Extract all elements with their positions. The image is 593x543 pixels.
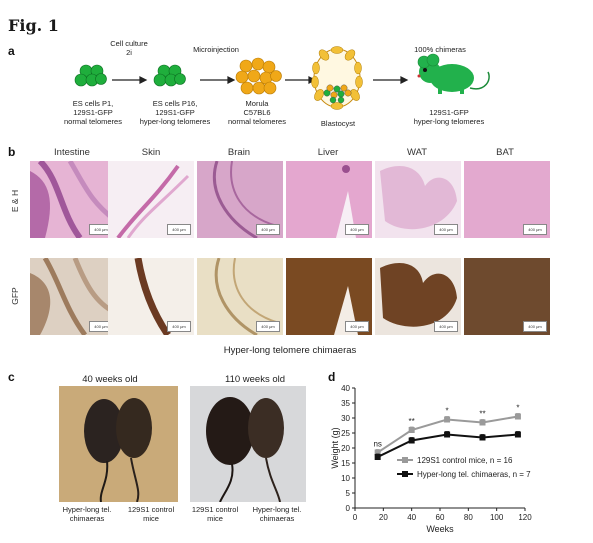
x-tick-label: 120 bbox=[518, 513, 532, 522]
data-point bbox=[408, 437, 415, 444]
y-tick-label: 10 bbox=[341, 474, 350, 483]
step-microinjection-caption: Microinjection bbox=[193, 45, 239, 54]
scale-bar: 400 μm bbox=[256, 321, 280, 332]
micrograph-gfp-brain: 400 μm bbox=[197, 258, 283, 335]
legend-label: 129S1 control mice, n = 16 bbox=[417, 456, 513, 465]
y-tick-label: 0 bbox=[346, 504, 351, 513]
photo2-right-label: Hyper-long tel. chimaeras bbox=[252, 505, 302, 523]
chimera-mouse-icon bbox=[417, 53, 490, 94]
legend-marker bbox=[402, 457, 408, 463]
y-tick-label: 25 bbox=[341, 429, 350, 438]
micrograph-he-wat: 400 μm bbox=[375, 161, 461, 238]
scale-bar: 400 μm bbox=[167, 224, 191, 235]
y-tick-label: 40 bbox=[341, 384, 350, 393]
scale-bar: 400 μm bbox=[256, 224, 280, 235]
x-tick-label: 0 bbox=[353, 513, 358, 522]
photo-110wk-title: 110 weeks old bbox=[224, 374, 286, 385]
panel-a-letter: a bbox=[8, 44, 15, 58]
significance-marker: ** bbox=[479, 410, 485, 419]
data-point bbox=[374, 449, 381, 456]
x-axis-label: Weeks bbox=[426, 524, 454, 534]
stage-blastocyst-label: Blastocyst bbox=[320, 119, 356, 128]
significance-marker: * bbox=[446, 407, 449, 416]
panel-c-letter: c bbox=[8, 370, 15, 384]
micrograph-he-brain: 400 μm bbox=[197, 161, 283, 238]
es-cells-p1-icon bbox=[74, 64, 107, 87]
data-point bbox=[408, 427, 415, 433]
micrograph-gfp-liver: 400 μm bbox=[286, 258, 372, 335]
data-point bbox=[444, 416, 451, 423]
micrograph-he-intestine: 400 μm bbox=[30, 161, 116, 238]
step-cell-culture-caption: Cell culture 2i bbox=[110, 39, 148, 57]
micrograph-gfp-wat: 400 μm bbox=[375, 258, 461, 335]
tissue-label-liver: Liver bbox=[317, 147, 339, 158]
y-tick-label: 20 bbox=[341, 444, 350, 453]
stage-morula-label: Morula C57BL6 normal telomeres bbox=[228, 99, 286, 126]
es-cells-p16-icon bbox=[153, 64, 186, 87]
scale-bar: 400 μm bbox=[523, 321, 547, 332]
blastocyst-icon bbox=[311, 46, 363, 110]
micrograph-gfp-skin: 400 μm bbox=[108, 258, 194, 335]
significance-marker: ** bbox=[409, 417, 415, 426]
photo-40-weeks bbox=[59, 386, 178, 503]
panel-d-letter: d bbox=[328, 370, 336, 384]
y-axis-label: Weight (g) bbox=[330, 427, 340, 468]
micrograph-gfp-bat: 400 μm bbox=[464, 258, 550, 335]
panel-a-diagram bbox=[74, 46, 490, 110]
photo2-left-label: 129S1 control mice bbox=[191, 505, 239, 523]
figure-title: Fig. 1 bbox=[8, 16, 59, 35]
weight-chart: 0 5 10 15 20 25 30 35 40 0 20 40 60 80 100 120 Weeks Weig… bbox=[330, 384, 532, 534]
data-point bbox=[514, 431, 521, 438]
data-point bbox=[444, 431, 451, 438]
scale-bar: 400 μm bbox=[345, 321, 369, 332]
micrograph-he-liver: 400 μm bbox=[286, 161, 372, 238]
photo-110-weeks bbox=[190, 386, 306, 503]
micrograph-he-skin: 400 μm bbox=[108, 161, 194, 238]
legend-label: Hyper-long tel. chimaeras, n = 7 bbox=[417, 470, 531, 479]
x-tick-label: 100 bbox=[490, 513, 504, 522]
data-point bbox=[374, 454, 381, 460]
photo-40wk-title: 40 weeks old bbox=[82, 374, 138, 385]
tissue-label-wat: WAT bbox=[406, 147, 428, 158]
scale-bar: 400 μm bbox=[434, 321, 458, 332]
y-tick-label: 30 bbox=[341, 414, 350, 423]
row-label-gfp: GFP bbox=[10, 287, 20, 305]
photo1-left-label: Hyper-long tel. chimaeras bbox=[62, 505, 112, 523]
x-tick-label: 20 bbox=[379, 513, 388, 522]
x-tick-label: 60 bbox=[436, 513, 445, 522]
scale-bar: 400 μm bbox=[345, 224, 369, 235]
significance-marker: * bbox=[516, 404, 519, 413]
x-tick-label: 80 bbox=[464, 513, 473, 522]
data-point bbox=[514, 413, 521, 420]
tissue-label-intestine: Intestine bbox=[54, 147, 90, 158]
y-tick-label: 5 bbox=[346, 489, 351, 498]
legend-marker bbox=[402, 471, 408, 477]
stage-es-p1-label: ES cells P1, 129S1-GFP normal telomeres bbox=[64, 99, 122, 126]
significance-marker: ns bbox=[373, 440, 381, 449]
tissue-label-bat: BAT bbox=[496, 147, 514, 158]
step-chimeras-caption: 100% chimeras bbox=[414, 45, 466, 54]
data-point bbox=[479, 434, 486, 441]
micrograph-he-bat: 400 μm bbox=[464, 161, 550, 238]
row-label-he: E & H bbox=[10, 189, 20, 213]
panel-b-caption: Hyper-long telomere chimaeras bbox=[223, 345, 357, 356]
stage-chimera-label: 129S1-GFP hyper-long telomeres bbox=[413, 108, 485, 126]
scale-bar: 400 μm bbox=[167, 321, 191, 332]
panel-b-letter: b bbox=[8, 145, 16, 159]
tissue-label-brain: Brain bbox=[227, 147, 251, 158]
micrograph-gfp-intestine: 400 μm bbox=[30, 258, 116, 335]
tissue-label-skin: Skin bbox=[141, 147, 161, 158]
y-tick-label: 35 bbox=[341, 399, 350, 408]
morula-icon bbox=[235, 57, 282, 95]
x-tick-label: 40 bbox=[407, 513, 416, 522]
stage-es-p16-label: ES cells P16, 129S1-GFP hyper-long telom… bbox=[139, 99, 211, 126]
photo1-right-label: 129S1 control mice bbox=[127, 505, 175, 523]
scale-bar: 400 μm bbox=[434, 224, 458, 235]
scale-bar: 400 μm bbox=[523, 224, 547, 235]
data-point bbox=[479, 419, 486, 426]
y-tick-label: 15 bbox=[341, 459, 350, 468]
